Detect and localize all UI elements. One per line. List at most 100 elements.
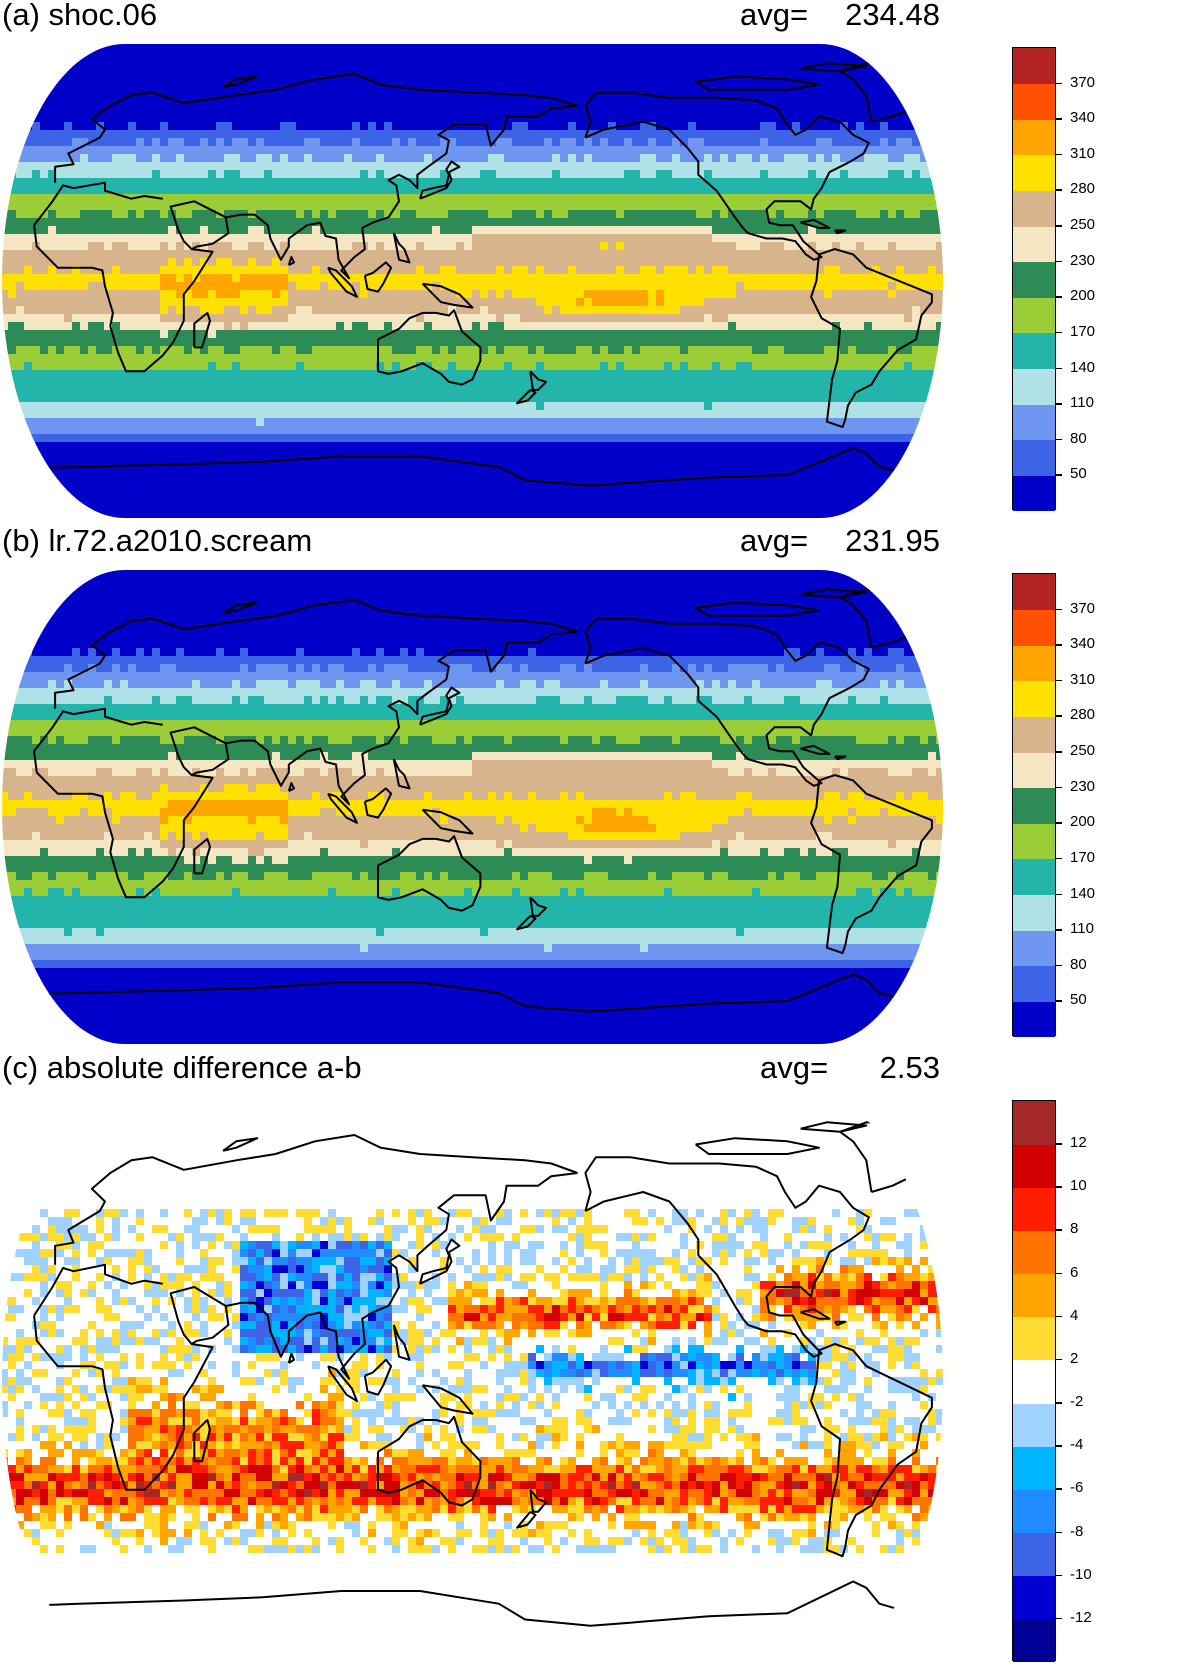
map-cell: [128, 138, 137, 147]
map-cell: [704, 322, 713, 331]
map-cell: [592, 44, 601, 51]
map-cell: [512, 242, 521, 251]
map-cell: [488, 74, 497, 83]
map-cell: [456, 138, 465, 147]
map-cell: [768, 290, 777, 299]
map-cell: [472, 170, 481, 179]
map-cell: [688, 330, 697, 339]
map-cell: [632, 282, 641, 291]
map-cell: [184, 314, 193, 323]
map-cell: [312, 274, 321, 283]
map-cell: [680, 98, 689, 107]
map-cell: [488, 338, 497, 347]
map-cell: [328, 194, 337, 203]
map-cell: [784, 74, 793, 83]
map-cell: [720, 66, 729, 75]
map-cell: [376, 50, 385, 59]
map-cell: [544, 194, 553, 203]
map-cell: [888, 162, 897, 171]
map-cell: [248, 322, 257, 331]
map-cell: [928, 98, 937, 107]
map-cell: [696, 266, 705, 275]
map-cell: [296, 338, 305, 347]
map-cell: [832, 178, 841, 187]
map-cell: [440, 170, 449, 179]
map-cell: [400, 354, 409, 363]
map-cell: [64, 282, 73, 291]
map-cell: [656, 274, 665, 283]
map-cell: [440, 258, 449, 267]
map-cell: [352, 330, 361, 339]
map-cell: [488, 58, 497, 67]
map-cell: [56, 306, 65, 315]
map-cell: [288, 298, 297, 307]
map-cell: [872, 44, 881, 51]
map-cell: [304, 330, 313, 339]
map-cell: [24, 370, 33, 379]
map-cell: [432, 82, 441, 91]
map-cell: [752, 282, 761, 291]
map-cell: [656, 282, 665, 291]
map-cell: [872, 210, 881, 219]
map-cell: [208, 138, 217, 147]
map-cell: [432, 162, 441, 171]
map-cell: [864, 250, 873, 259]
map-cell: [88, 290, 97, 299]
map-cell: [64, 354, 73, 363]
map-cell: [184, 362, 193, 371]
map-cell: [184, 66, 193, 75]
map-cell: [208, 154, 217, 163]
map-cell: [776, 154, 785, 163]
map-cell: [136, 82, 145, 91]
map-cell: [112, 114, 121, 123]
map-cell: [256, 82, 265, 91]
map-cell: [520, 106, 529, 115]
map-cell: [712, 44, 721, 51]
map-cell: [840, 154, 849, 163]
map-cell: [776, 242, 785, 251]
map-cell: [528, 338, 537, 347]
map-cell: [528, 66, 537, 75]
map-cell: [584, 130, 593, 139]
map-cell: [128, 282, 137, 291]
map-cell: [256, 290, 265, 299]
map-cell: [320, 130, 329, 139]
map-cell: [472, 90, 481, 99]
map-cell: [504, 154, 513, 163]
map-cell: [808, 226, 817, 235]
map-cell: [312, 354, 321, 363]
map-cell: [256, 122, 265, 131]
map-cell: [96, 98, 105, 107]
map-cell: [648, 234, 657, 243]
map-cell: [88, 330, 97, 339]
map-cell: [184, 258, 193, 267]
map-cell: [824, 242, 833, 251]
map-cell: [152, 218, 161, 227]
map-cell: [208, 258, 217, 267]
map-cell: [184, 74, 193, 83]
map-cell: [280, 194, 289, 203]
map-cell: [72, 226, 81, 235]
map-cell: [328, 330, 337, 339]
map-cell: [368, 90, 377, 99]
map-cell: [776, 90, 785, 99]
map-cell: [888, 170, 897, 179]
map-cell: [152, 74, 161, 83]
map-cell: [160, 138, 169, 147]
map-cell: [168, 346, 177, 355]
map-cell: [584, 82, 593, 91]
map-cell: [232, 202, 241, 211]
map-cell: [760, 114, 769, 123]
map-cell: [264, 154, 273, 163]
map-cell: [912, 274, 921, 283]
map-cell: [696, 186, 705, 195]
map-cell: [760, 322, 769, 331]
map-cell: [616, 146, 625, 155]
map-cell: [712, 50, 721, 59]
map-cell: [320, 298, 329, 307]
map-cell: [184, 266, 193, 275]
map-cell: [360, 162, 369, 171]
map-cell: [328, 290, 337, 299]
map-cell: [312, 226, 321, 235]
map-cell: [408, 162, 417, 171]
